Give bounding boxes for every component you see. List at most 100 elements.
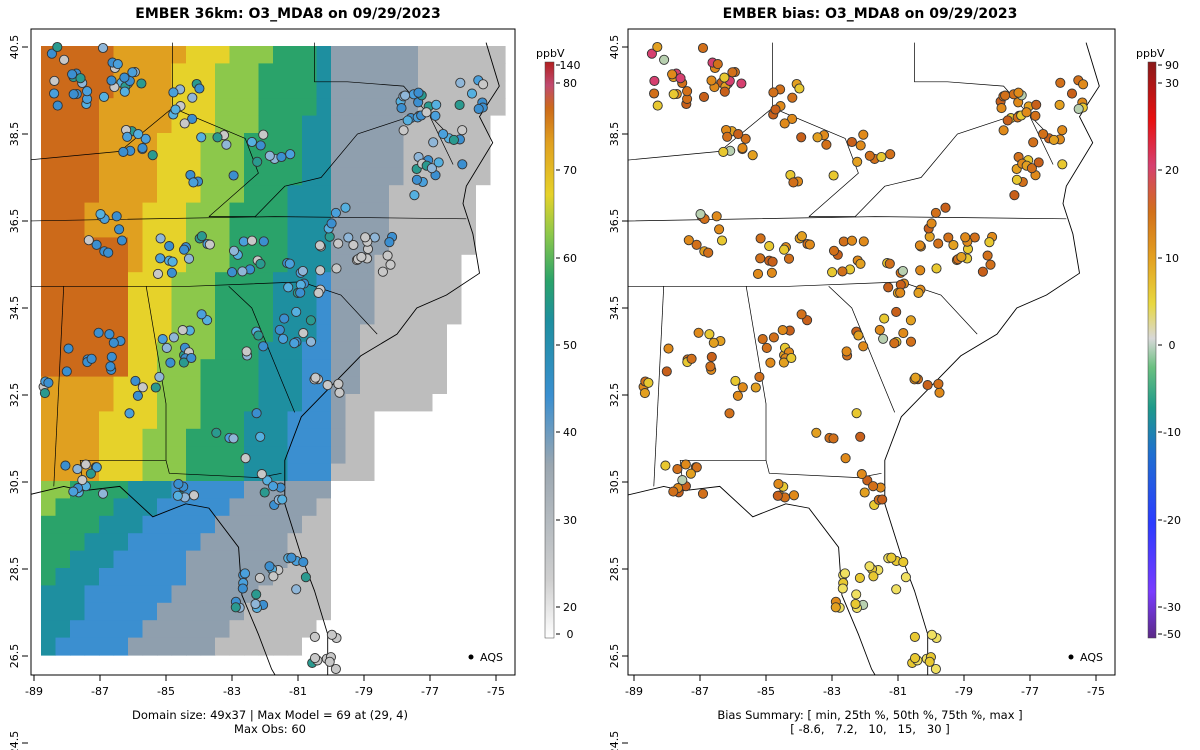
grid-cell [128,568,144,586]
grid-cell [55,376,71,395]
grid-cell [403,550,419,569]
grid-cell [360,324,376,343]
grid-cell [302,585,318,604]
grid-cell [215,46,231,64]
grid-cell [186,394,202,412]
grid-cell [490,446,506,465]
grid-cell [403,394,419,412]
station-marker [278,333,289,344]
grid-cell [113,463,129,482]
station-marker [772,490,783,501]
grid-cell [331,481,347,499]
station-marker [309,653,321,664]
station-marker [179,244,190,255]
grid-cell [490,376,506,395]
station-marker [457,125,468,136]
grid-cell [186,515,202,534]
grid-cell [273,463,289,482]
grid-cell [374,602,390,621]
grid-cell [345,289,361,308]
grid-cell [316,568,332,586]
grid-cell [70,272,86,291]
x-tick-label: -75 [1087,685,1105,698]
station-marker [430,110,441,121]
grid-cell [360,498,376,517]
grid-cell [360,463,376,482]
coastline [31,42,500,675]
grid-cell [215,411,231,430]
grid-cell [331,324,347,343]
grid-cell [55,324,71,343]
grid-cell [302,202,318,221]
grid-cell [403,324,419,343]
grid-cell [128,498,144,517]
grid-cell [157,307,173,325]
grid-cell [316,463,332,482]
y-tick-label: 36.5 [8,209,21,234]
station-marker [796,309,807,320]
station-marker [127,67,138,78]
station-marker [830,602,841,613]
grid-cell [403,133,419,151]
x-tick-label: -75 [487,685,505,698]
grid-cell [374,376,390,395]
grid-cell [447,550,463,569]
station-marker [706,75,717,86]
grid-cell [476,602,492,621]
grid-cell [447,167,463,186]
grid-cell [447,254,463,273]
grid-cell [447,481,463,499]
grid-cell [171,515,187,534]
grid-cell [128,237,144,256]
grid-cell [70,411,86,430]
grid-cell [360,98,376,117]
grid-cell [186,289,202,308]
station-marker [473,103,484,114]
colorbar-tick-label: 0 [567,628,574,641]
grid-cell [287,133,303,151]
grid-cell [476,341,492,360]
colorbar-tick-label: 50 [563,339,577,352]
station-marker [879,313,890,324]
grid-cell [142,568,158,586]
grid-cell [360,411,376,430]
grid-cell [70,428,86,447]
grid-cell [273,446,289,465]
grid-cell [476,307,492,325]
station-marker [315,265,326,276]
grid-cell [84,167,100,186]
grid-cell [345,80,361,99]
grid-cell [374,289,390,308]
grid-cell [418,411,434,430]
station-marker [255,431,266,442]
grid-cell [84,568,100,586]
station-marker [985,259,996,270]
grid-cell [302,98,318,117]
grid-cell [99,185,115,204]
grid-cell [244,533,260,552]
grid-cell [490,637,506,656]
grid-cell [345,550,361,569]
grid-cell [200,515,216,534]
station-marker [228,245,240,256]
grid-cell [186,272,202,291]
station-marker [677,475,688,486]
grid-cell [273,341,289,360]
grid-cell [99,637,115,656]
grid-cell [302,463,318,482]
grid-cell [418,568,434,586]
grid-cell [374,620,390,639]
grid-cell [316,498,332,517]
grid-cell [128,359,144,378]
grid-cell [171,602,187,621]
station-marker [106,75,117,86]
grid-cell [461,515,477,534]
grid-cell [229,80,245,99]
right-map: -89 -87 -85 -83 -81 -79 -77 -75 40.5 38.5 36.5 34.5… [608,28,1181,750]
station-marker [52,41,63,53]
grid-cell [215,533,231,552]
grid-cell [360,167,376,186]
left-plot-frame [30,28,516,676]
grid-cell [70,185,86,204]
grid-cell [128,272,144,291]
